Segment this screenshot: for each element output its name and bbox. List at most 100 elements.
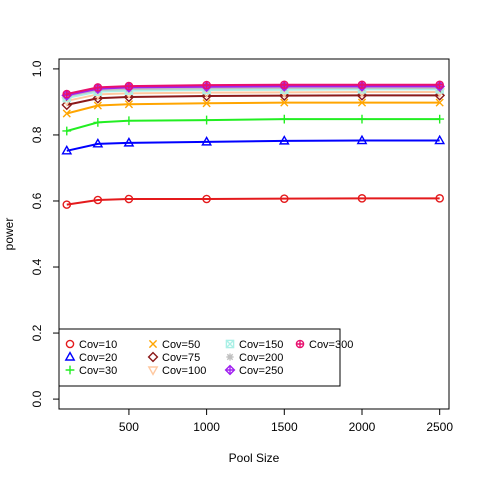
legend-label: Cov=250	[239, 365, 283, 377]
legend-item-cov-75: Cov=75	[147, 351, 200, 364]
legend-item-cov-250: Cov=250	[224, 364, 283, 377]
series-line	[66, 139, 440, 152]
data-point	[202, 99, 211, 108]
legend-item-cov-20: Cov=20	[64, 351, 117, 364]
y-axis: 0.0 0.2 0.4 0.6 0.8 1.0	[30, 60, 59, 407]
data-point	[93, 83, 103, 92]
legend-marker	[147, 366, 159, 376]
data-point	[202, 194, 211, 204]
data-point	[356, 134, 368, 145]
series-cov-20	[61, 134, 446, 155]
data-point	[202, 80, 211, 90]
data-point	[279, 114, 289, 124]
legend-label: Cov=10	[79, 339, 117, 351]
legend-item-cov-150: Cov=150	[225, 339, 283, 351]
data-point	[201, 90, 212, 102]
data-point	[357, 194, 367, 203]
data-point	[435, 80, 444, 90]
y-tick-label: 1.0	[30, 60, 44, 77]
legend-marker	[295, 339, 305, 349]
legend-item-cov-300: Cov=300	[295, 339, 353, 351]
legend-label: Cov=50	[162, 339, 200, 351]
data-point	[280, 98, 289, 107]
data-point	[62, 109, 71, 118]
data-point	[124, 81, 134, 91]
data-point	[92, 92, 104, 104]
data-point	[356, 89, 368, 101]
legend-marker	[226, 353, 234, 361]
legend-label: Cov=20	[79, 352, 117, 364]
legend-marker	[225, 339, 235, 349]
data-point	[124, 116, 134, 126]
data-point	[93, 195, 103, 205]
y-axis-label: power	[2, 218, 16, 251]
legend-item-cov-50: Cov=50	[148, 339, 200, 351]
data-point	[435, 114, 445, 124]
x-tick-label: 1500	[271, 420, 298, 434]
series-line	[66, 118, 440, 132]
series-cov-10	[62, 194, 444, 209]
data-point	[434, 134, 446, 145]
data-point	[201, 136, 213, 146]
data-point	[61, 99, 73, 111]
legend-box	[58, 328, 341, 387]
legend-label: Cov=100	[162, 365, 206, 377]
legend-item-cov-100: Cov=100	[147, 365, 206, 377]
data-point	[202, 115, 212, 125]
x-tick-label: 2500	[426, 420, 453, 434]
data-point	[62, 89, 72, 99]
y-tick-label: 0.4	[30, 258, 44, 275]
series-cov-30	[62, 114, 445, 136]
data-point	[435, 194, 444, 203]
legend-marker	[224, 364, 236, 376]
legend-marker	[148, 339, 158, 349]
data-point	[357, 98, 367, 107]
legend-label: Cov=75	[162, 352, 200, 364]
x-tick-label: 500	[119, 420, 139, 434]
data-point	[62, 126, 72, 136]
x-tick-label: 2000	[349, 420, 376, 434]
legend-label: Cov=300	[309, 339, 353, 351]
legend-item-cov-10: Cov=10	[65, 339, 117, 351]
series-line	[66, 101, 440, 115]
x-axis: 500 1000 1500 2000 2500	[119, 409, 453, 434]
legend-marker	[64, 351, 76, 361]
series-layer	[61, 80, 446, 209]
data-point	[123, 137, 135, 147]
data-point	[435, 98, 444, 107]
data-point	[124, 194, 134, 204]
data-point	[279, 194, 289, 203]
data-point	[93, 117, 103, 127]
legend-marker	[65, 339, 75, 349]
data-point	[61, 144, 73, 155]
legend-label: Cov=200	[239, 352, 283, 364]
x-tick-label: 1000	[193, 420, 220, 434]
y-tick-label: 0.6	[30, 192, 44, 209]
data-point	[124, 100, 134, 109]
legend-item-cov-200: Cov=200	[226, 352, 283, 364]
y-tick-label: 0.0	[30, 390, 44, 407]
legend-marker	[65, 365, 75, 375]
series-line	[66, 91, 440, 102]
data-point	[278, 135, 290, 145]
data-point	[278, 90, 290, 102]
data-point	[357, 80, 367, 90]
legend-label: Cov=30	[79, 365, 117, 377]
data-point	[92, 138, 104, 148]
data-point	[357, 114, 367, 124]
y-tick-label: 0.8	[30, 126, 44, 143]
series-cov-50	[62, 98, 444, 118]
data-point	[93, 101, 102, 110]
legend-marker	[147, 351, 159, 363]
series-cov-300	[62, 80, 444, 99]
series-line	[66, 197, 440, 206]
x-axis-label: Pool Size	[229, 451, 280, 465]
data-point	[62, 200, 72, 209]
legend-label: Cov=150	[239, 339, 283, 351]
legend-item-cov-30: Cov=30	[65, 365, 117, 377]
plot-frame	[58, 58, 450, 410]
data-point	[123, 91, 135, 103]
